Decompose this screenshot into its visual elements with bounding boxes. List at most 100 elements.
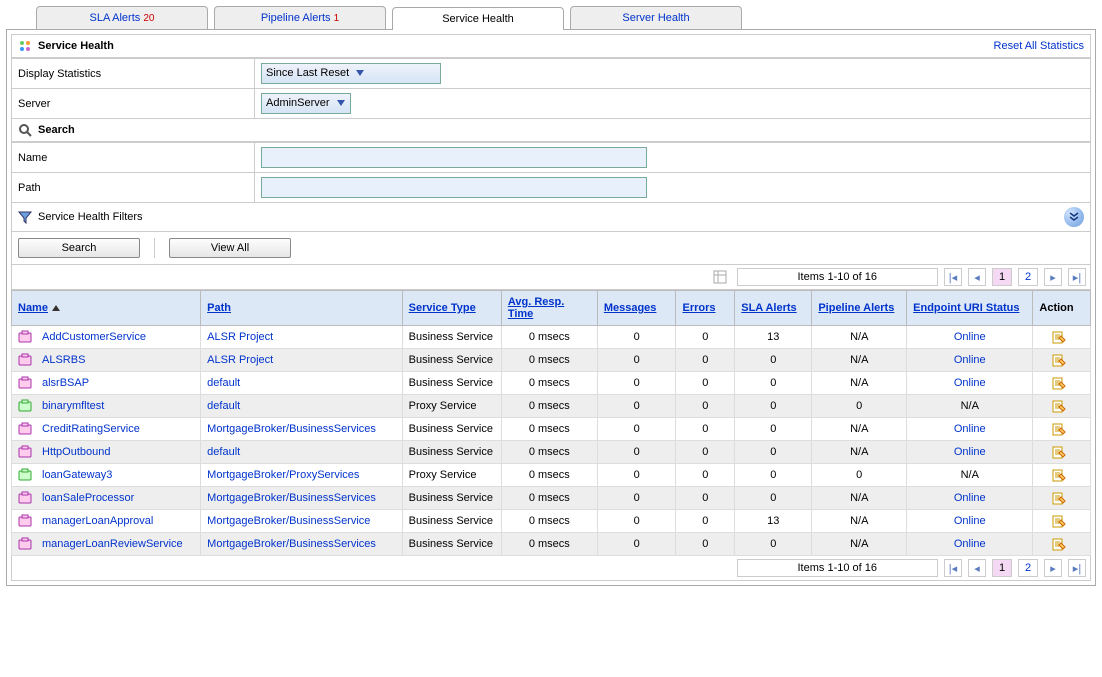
sla-alerts: 0 [735,395,812,418]
pager-first[interactable]: |◂ [944,268,962,286]
service-path-link[interactable]: MortgageBroker/BusinessServices [207,538,376,550]
endpoint-status-link[interactable]: Online [954,331,986,343]
action-icon[interactable] [1052,422,1066,436]
avg-resp-time: 0 msecs [501,533,597,556]
action-icon[interactable] [1052,491,1066,505]
col-name[interactable]: Name [12,291,201,326]
service-name-link[interactable]: binarymfltest [42,400,104,412]
server-label: Server [12,89,255,119]
proxy-service-icon [18,399,32,413]
service-path-link[interactable]: ALSR Project [207,354,273,366]
pager-last[interactable]: ▸| [1068,559,1086,577]
table-row: CreditRatingService MortgageBroker/Busine… [12,418,1091,441]
errors: 0 [676,372,735,395]
view-all-button[interactable]: View All [169,238,291,258]
sla-alerts: 0 [735,441,812,464]
endpoint-status-link[interactable]: Online [954,492,986,504]
endpoint-status-link[interactable]: Online [954,446,986,458]
endpoint-status-link[interactable]: Online [954,538,986,550]
pager-page-1[interactable]: 1 [992,268,1012,286]
search-path-input[interactable] [261,177,647,198]
service-name-link[interactable]: loanSaleProcessor [42,492,134,504]
pager-page-1[interactable]: 1 [992,559,1012,577]
search-name-input[interactable] [261,147,647,168]
endpoint-status-link[interactable]: Online [954,515,986,527]
customize-columns-icon[interactable] [713,270,727,284]
server-select[interactable]: AdminServer [261,93,351,114]
service-name-link[interactable]: loanGateway3 [42,469,112,481]
service-name-link[interactable]: ALSRBS [42,354,85,366]
sort-asc-icon [52,305,60,311]
search-button[interactable]: Search [18,238,140,258]
service-path-link[interactable]: default [207,377,240,389]
pager-next[interactable]: ▸ [1044,268,1062,286]
endpoint-status-link[interactable]: Online [954,423,986,435]
service-path-link[interactable]: MortgageBroker/BusinessServices [207,423,376,435]
sla-alerts: 0 [735,349,812,372]
service-name-link[interactable]: managerLoanApproval [42,515,153,527]
reset-all-link[interactable]: Reset All Statistics [994,40,1084,52]
pager-next[interactable]: ▸ [1044,559,1062,577]
pipeline-alerts: N/A [812,487,907,510]
display-stats-label: Display Statistics [12,59,255,89]
health-icon [18,39,32,53]
tab-label: Service Health [442,13,514,25]
chevron-down-icon [356,70,364,76]
pipeline-alerts: 0 [812,464,907,487]
service-path-link[interactable]: default [207,446,240,458]
col-stype[interactable]: Service Type [402,291,501,326]
service-name-link[interactable]: alsrBSAP [42,377,89,389]
col-ep[interactable]: Endpoint URI Status [907,291,1033,326]
service-name-link[interactable]: AddCustomerService [42,331,146,343]
col-msg[interactable]: Messages [597,291,676,326]
display-stats-select[interactable]: Since Last Reset [261,63,441,84]
action-icon[interactable] [1052,399,1066,413]
pager-last[interactable]: ▸| [1068,268,1086,286]
service-type: Business Service [402,487,501,510]
expand-filters-button[interactable] [1064,207,1084,227]
chevron-down-icon [337,100,345,106]
tab-service-health[interactable]: Service Health [392,7,564,30]
action-icon[interactable] [1052,537,1066,551]
messages: 0 [597,533,676,556]
pager-first[interactable]: |◂ [944,559,962,577]
service-path-link[interactable]: MortgageBroker/BusinessServices [207,492,376,504]
messages: 0 [597,464,676,487]
service-name-link[interactable]: managerLoanReviewService [42,538,183,550]
avg-resp-time: 0 msecs [501,326,597,349]
col-pipe[interactable]: Pipeline Alerts [812,291,907,326]
display-stats-value: Since Last Reset [266,67,349,79]
col-path[interactable]: Path [201,291,402,326]
col-err[interactable]: Errors [676,291,735,326]
endpoint-status-link[interactable]: Online [954,377,986,389]
service-path-link[interactable]: MortgageBroker/BusinessService [207,515,370,527]
service-path-link[interactable]: ALSR Project [207,331,273,343]
service-name-link[interactable]: HttpOutbound [42,446,111,458]
pipeline-alerts: N/A [812,326,907,349]
search-title: Search [38,124,75,136]
action-icon[interactable] [1052,468,1066,482]
action-icon[interactable] [1052,376,1066,390]
errors: 0 [676,418,735,441]
col-sla[interactable]: SLA Alerts [735,291,812,326]
action-icon[interactable] [1052,353,1066,367]
endpoint-status-link[interactable]: Online [954,354,986,366]
service-name-link[interactable]: CreditRatingService [42,423,140,435]
tab-sla-alerts[interactable]: SLA Alerts 20 [36,6,208,29]
pipeline-alerts: N/A [812,349,907,372]
action-icon[interactable] [1052,445,1066,459]
tab-server-health[interactable]: Server Health [570,6,742,29]
table-row: AddCustomerServiceALSR ProjectBusiness S… [12,326,1091,349]
service-type: Business Service [402,372,501,395]
col-art[interactable]: Avg. Resp. Time [501,291,597,326]
action-icon[interactable] [1052,514,1066,528]
pager-prev[interactable]: ◂ [968,559,986,577]
pager-page-2[interactable]: 2 [1018,559,1038,577]
pager-prev[interactable]: ◂ [968,268,986,286]
messages: 0 [597,441,676,464]
service-path-link[interactable]: default [207,400,240,412]
action-icon[interactable] [1052,330,1066,344]
service-path-link[interactable]: MortgageBroker/ProxyServices [207,469,359,481]
pager-page-2[interactable]: 2 [1018,268,1038,286]
tab-pipeline-alerts[interactable]: Pipeline Alerts 1 [214,6,386,29]
